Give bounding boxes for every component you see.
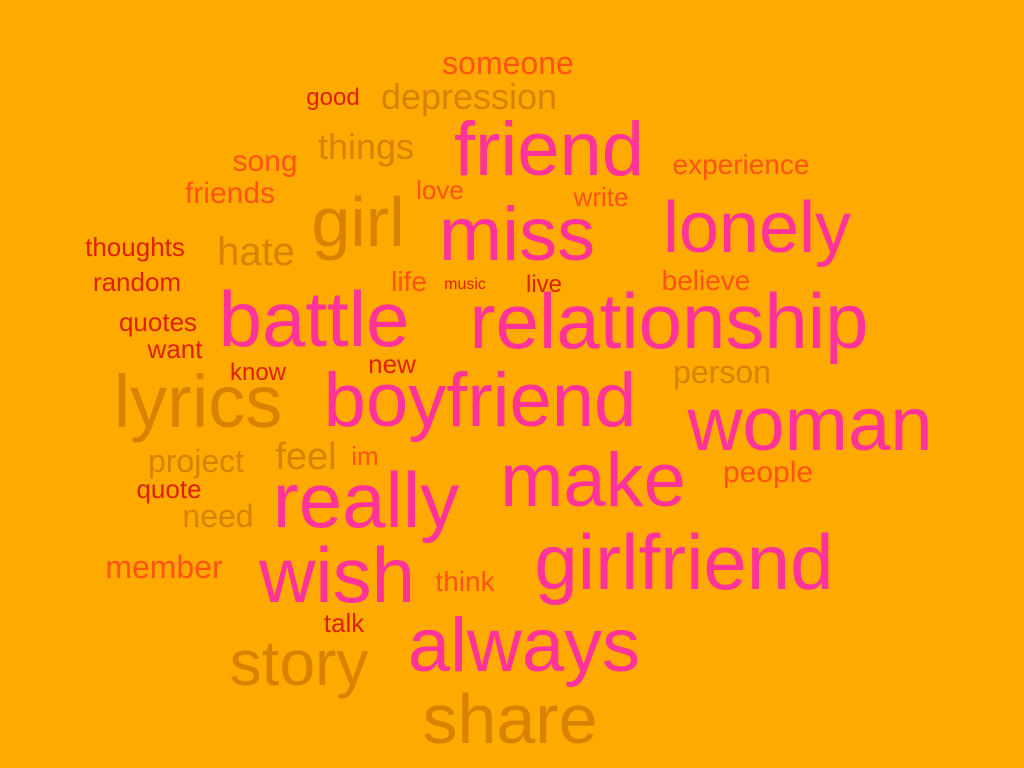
word-think: think bbox=[435, 566, 495, 597]
word-member: member bbox=[105, 549, 223, 585]
word-really: really bbox=[272, 456, 460, 544]
word-relationship: relationship bbox=[469, 277, 869, 365]
word-girl: girl bbox=[311, 183, 405, 261]
word-quote: quote bbox=[136, 474, 202, 504]
word-friend: friend bbox=[453, 107, 645, 192]
word-quotes: quotes bbox=[118, 307, 198, 337]
word-people: people bbox=[722, 456, 814, 489]
word-project: project bbox=[147, 443, 245, 479]
word-im: im bbox=[351, 441, 379, 471]
word-life: life bbox=[391, 266, 427, 297]
word-need: need bbox=[182, 498, 254, 534]
word-good: good bbox=[306, 84, 360, 111]
word-girlfriend: girlfriend bbox=[534, 518, 834, 606]
word-know: know bbox=[229, 359, 287, 386]
word-lonely: lonely bbox=[662, 188, 852, 268]
word-random: random bbox=[92, 267, 182, 297]
word-hate: hate bbox=[217, 230, 295, 274]
word-believe: believe bbox=[661, 265, 751, 296]
word-music: music bbox=[444, 276, 486, 293]
word-feel: feel bbox=[275, 436, 337, 478]
word-love: love bbox=[416, 175, 464, 205]
word-always: always bbox=[407, 603, 641, 688]
word-woman: woman bbox=[687, 382, 933, 467]
word-wish: wish bbox=[258, 531, 416, 619]
word-make: make bbox=[500, 438, 686, 523]
word-someone: someone bbox=[442, 45, 574, 81]
word-experience: experience bbox=[672, 149, 810, 180]
word-new: new bbox=[368, 349, 416, 379]
word-song: song bbox=[232, 145, 298, 178]
word-want: want bbox=[147, 334, 203, 364]
word-boyfriend: boyfriend bbox=[323, 358, 637, 443]
word-battle: battle bbox=[218, 275, 410, 363]
word-write: write bbox=[573, 182, 629, 212]
word-thoughts: thoughts bbox=[85, 232, 185, 262]
word-live: live bbox=[525, 271, 563, 298]
word-things: things bbox=[317, 126, 415, 167]
word-story: story bbox=[229, 627, 369, 699]
word-depression: depression bbox=[380, 76, 558, 117]
word-share: share bbox=[422, 680, 598, 758]
word-miss: miss bbox=[438, 192, 596, 277]
word-friends: friends bbox=[184, 177, 276, 210]
word-person: person bbox=[673, 354, 771, 390]
word-talk: talk bbox=[323, 608, 365, 638]
word-lyrics: lyrics bbox=[113, 360, 283, 443]
